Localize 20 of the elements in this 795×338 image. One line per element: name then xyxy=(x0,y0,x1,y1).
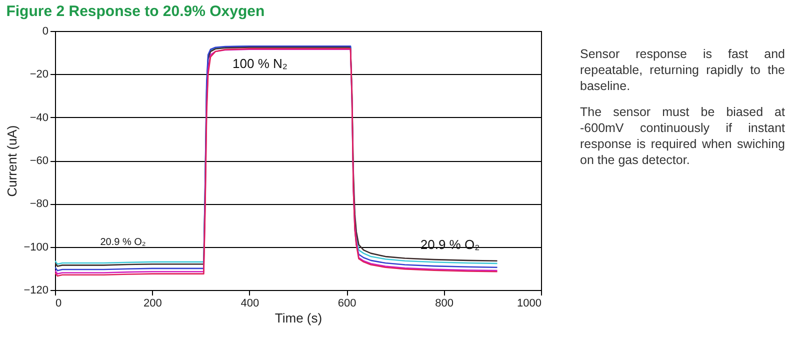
chart-title: Figure 2 Response to 20.9% Oxygen xyxy=(6,3,265,20)
x-tick-label: 400 xyxy=(240,298,260,310)
y-tick-label: −80 xyxy=(30,198,48,210)
annotation: 100 % N₂ xyxy=(232,56,288,71)
x-tick-label: 1000 xyxy=(517,298,542,310)
annotation: 20.9 % O₂ xyxy=(100,237,146,248)
text: The sensor must be biased at -600mV continuously if instant response is required when swiching on the gas detector. xyxy=(580,104,785,168)
x-tick-label: 200 xyxy=(144,298,162,310)
x-tick-label: 0 xyxy=(56,298,62,310)
y-tick-label: −120 xyxy=(24,284,48,296)
x-tick-label: 600 xyxy=(338,298,356,310)
y-axis-title: Current (uA) xyxy=(4,125,20,197)
y-tick-label: −40 xyxy=(30,112,48,124)
y-tick-label: −60 xyxy=(30,155,48,167)
y-tick-label: 0 xyxy=(42,26,48,38)
y-tick-label: −100 xyxy=(24,241,48,254)
y-tick-label: −20 xyxy=(30,68,48,81)
x-tick-label: 800 xyxy=(435,298,454,310)
text: Sensor response is fast and repeatable, returning rapidly to the baseline. xyxy=(580,46,785,94)
x-axis-title: Time (s) xyxy=(274,310,322,326)
